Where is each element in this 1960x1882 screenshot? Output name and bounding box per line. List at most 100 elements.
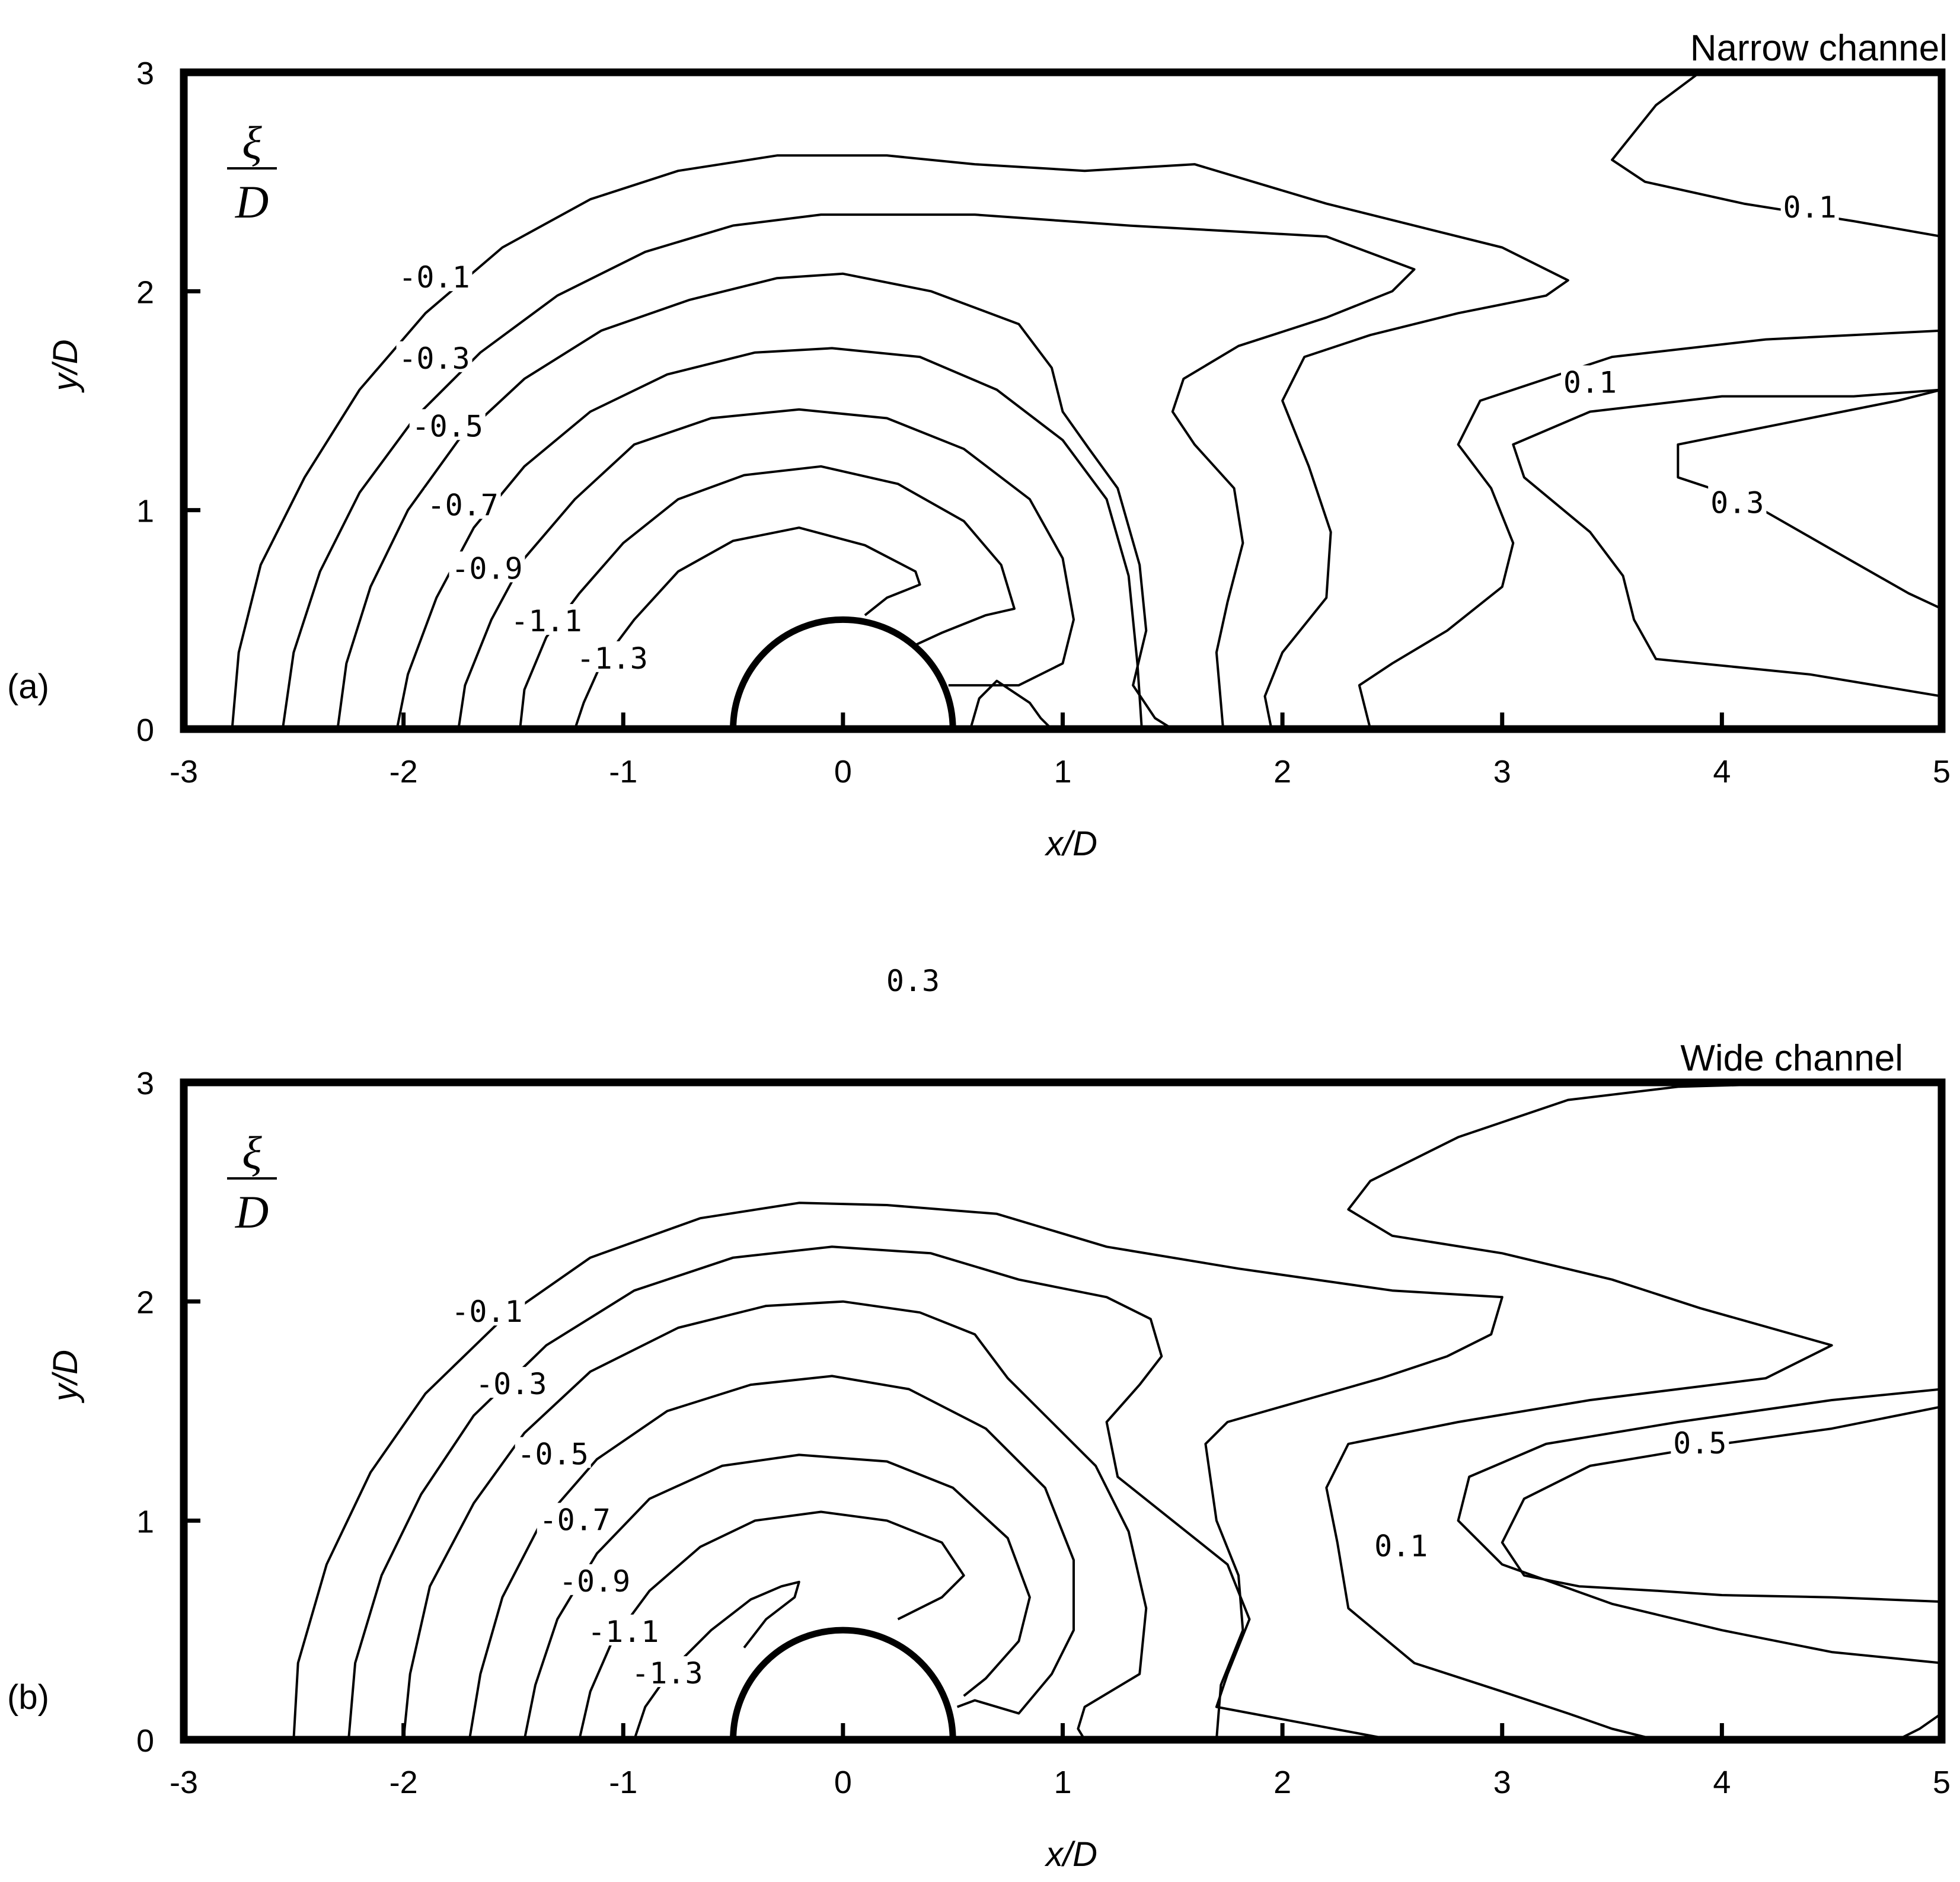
panel-a-x-tick-label: 2 <box>1273 754 1291 790</box>
panel-a-contour-line <box>231 154 1569 729</box>
panel-b-x-tick-label: 0 <box>834 1765 852 1800</box>
panel-a-contour-line <box>1611 72 1942 238</box>
panel-a-contour-label-bg <box>1780 190 1839 221</box>
panel-a: -1.3-1.1-0.9-0.7-0.5-0.3-0.10.10.10.30.3… <box>7 28 1951 863</box>
panel-b-contour-line <box>1501 1405 1942 1603</box>
panel-a-title: Narrow channel <box>1690 28 1948 69</box>
panel-a-contour-label-bg <box>424 488 501 519</box>
panel-a-contour-line <box>519 465 1016 729</box>
panel-b: -1.3 -1.1 -0.9 -0.7 -0.5 -0.3 -0.1 0.1 0.5 -3 -2 -1… <box>7 1038 1951 1874</box>
panel-a-contour-label-bg <box>449 551 525 583</box>
panel-a-y-tick-label: 2 <box>136 274 154 310</box>
panel-b-contour-line <box>347 1245 1393 1740</box>
panel-a-x-tick-label: 1 <box>1054 754 1071 790</box>
panel-b-variable-denominator: D <box>235 1186 269 1238</box>
panel-a-x-tick-label: 5 <box>1933 754 1951 790</box>
panel-a-x-tick-label: 4 <box>1713 754 1731 790</box>
panel-a-x-tick-label: -2 <box>390 754 418 790</box>
panel-b-contour-label: 0.1 <box>1374 1529 1428 1564</box>
panel-a-variable-symbol: ξ <box>242 117 262 168</box>
panel-b-contour-line <box>1457 1388 1942 1664</box>
panel-b-contour-label: -0.9 <box>559 1564 630 1599</box>
panel-b-x-axis-title: x/D <box>1044 1835 1097 1874</box>
panel-b-contour-label-bg <box>629 1656 706 1688</box>
panel-b-contour-line <box>468 1375 1075 1740</box>
panel-b-x-tick-label: -3 <box>170 1765 198 1800</box>
panel-b-contour-line <box>402 1300 1148 1740</box>
panel-b-contours <box>292 1082 1942 1740</box>
panel-b-cylinder <box>730 1627 956 1740</box>
panel-a-contour-label: 0.1 <box>1783 190 1836 225</box>
panel-b-plot-frame <box>180 1078 1946 1744</box>
panel-a-contour-label-bg <box>574 641 650 672</box>
panel-b-contour-label: -0.3 <box>475 1367 547 1401</box>
panel-b-x-tick-label: -1 <box>609 1765 637 1800</box>
panel-b-x-tick-label: -2 <box>390 1765 418 1800</box>
panel-b-y-axis-title: y/D <box>46 1350 85 1404</box>
panel-b-contour-line <box>523 1453 1031 1740</box>
panel-a-contour-label-bg <box>1708 485 1767 517</box>
panel-b-contour-label-bg <box>1671 1426 1729 1457</box>
panel-a-contour-label: -0.7 <box>427 488 498 522</box>
panel-a-contour-line <box>281 213 1416 729</box>
panel-a-contour-label: -0.3 <box>398 341 470 376</box>
panel-a-contour-line <box>336 272 1173 729</box>
panel-a-label: (a) <box>7 667 49 706</box>
panel-a-contour-label: -0.1 <box>398 260 470 295</box>
panel-b-contour-line <box>633 1580 800 1740</box>
panel-a-contour-label-bg <box>1561 365 1619 397</box>
panel-b-contour-label: -0.7 <box>540 1503 611 1537</box>
panel-b-x-tick-label: 4 <box>1713 1765 1731 1800</box>
panel-a-contour-label: -0.9 <box>451 551 522 586</box>
panel-b-contour-label-bg <box>449 1295 525 1326</box>
panel-a-x-tick-label: 0 <box>834 754 852 790</box>
panel-b-y-tick-label: 2 <box>136 1285 154 1321</box>
panel-b-contour-label-bg <box>1372 1529 1431 1560</box>
panel-a-variable-denominator: D <box>235 176 269 228</box>
panel-b-variable-symbol: ξ <box>242 1127 262 1178</box>
panel-b-y-tick-label: 1 <box>136 1504 154 1539</box>
panel-a-cylinder <box>730 616 956 730</box>
panel-b-contour-label-bg <box>537 1503 613 1534</box>
panel-b-y-tick-label: 0 <box>136 1723 154 1759</box>
panel-b-x-tick-label: 1 <box>1054 1765 1071 1800</box>
panel-a-y-tick-label: 3 <box>136 56 154 91</box>
panel-a-contours <box>231 72 1942 729</box>
panel-a-x-tick-label: -1 <box>609 754 637 790</box>
panel-b-contour-label: -1.3 <box>631 1656 703 1691</box>
panel-b-contour-label: -0.5 <box>517 1437 588 1471</box>
panel-b-contour-label-bg <box>557 1564 633 1595</box>
panel-b-x-tick-label: 2 <box>1273 1765 1291 1800</box>
panel-a-x-tick-label: 3 <box>1493 754 1511 790</box>
panel-b-y-tick-label: 3 <box>136 1066 154 1101</box>
panel-b-label: (b) <box>7 1678 49 1717</box>
panel-b-contour-label: 0.5 <box>1673 1426 1726 1461</box>
panel-a-contour-label: -0.5 <box>412 409 483 443</box>
panel-a-contour-label-bg <box>508 604 585 635</box>
panel-b-contour-line <box>292 1202 1503 1740</box>
panel-b-contour-label-bg <box>473 1367 550 1398</box>
panel-a-y-tick-label: 0 <box>136 712 154 748</box>
panel-a-contour-label: 0.1 <box>1563 365 1617 400</box>
panel-a-x-tick-label: -3 <box>170 754 198 790</box>
panel-b-contour-label: -0.1 <box>451 1295 522 1329</box>
panel-b-x-tick-label: 3 <box>1493 1765 1511 1800</box>
panel-a-contour-line <box>1677 388 1942 610</box>
panel-a-contour-label-bg <box>396 260 473 292</box>
panel-a-contour-line <box>1358 329 1942 729</box>
panel-a-contour-line <box>1512 388 1942 698</box>
panel-a-contour-label-bg <box>409 409 486 440</box>
panel-a-contour-label-bg <box>396 341 473 372</box>
panel-b-contour-label: -1.1 <box>588 1615 659 1649</box>
panel-b-contour-label-bg <box>515 1437 591 1468</box>
panel-a-x-axis-title: x/D <box>1044 825 1097 863</box>
stray-contour-label: 0.3 <box>886 964 940 998</box>
panel-b-contour-line <box>1325 1082 1833 1740</box>
panel-a-contour-label: -1.1 <box>510 604 582 638</box>
panel-b-x-tick-label: 5 <box>1933 1765 1951 1800</box>
panel-b-contour-label-bg <box>585 1614 662 1645</box>
panel-a-contour-label: 0.3 <box>1710 486 1764 520</box>
panel-a-y-tick-label: 1 <box>136 494 154 529</box>
panel-a-contour-label: -1.3 <box>577 641 648 676</box>
